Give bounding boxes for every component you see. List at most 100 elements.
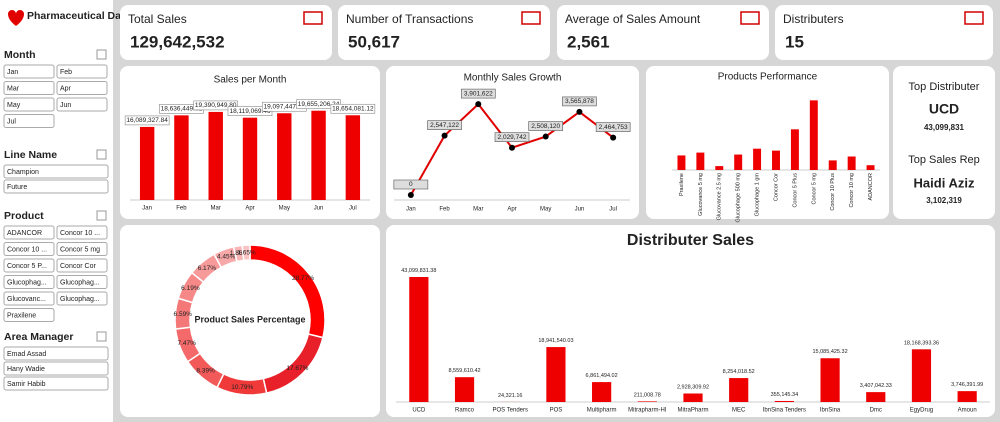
data-label: 17.67% [286,365,308,372]
data-label: 4.45% [217,254,236,261]
top-rep-value: 3,102,319 [926,196,962,205]
clear-filter-icon[interactable] [96,149,107,160]
slicer-item-label: Emad Assad [7,351,46,358]
bar [715,166,724,170]
x-tick-label: POS [550,408,563,414]
slicer-item[interactable] [56,64,108,79]
slicer-item[interactable] [3,258,55,273]
data-label-box [528,121,564,131]
slicer-item[interactable] [56,81,108,95]
clear-filter-icon[interactable] [96,49,107,60]
bar [637,401,657,402]
chart-title: Distributer Sales [627,232,754,249]
bar [809,100,818,170]
slicer-title: Month [4,49,36,61]
data-label: 2,029,742 [498,134,527,141]
slicer-item[interactable] [56,258,108,273]
slicer-item-label: Concor 10 ... [60,230,100,237]
chart-title: Sales per Month [214,75,287,86]
slicer-item[interactable] [3,242,55,256]
slicer-item[interactable] [3,179,109,194]
x-tick-label: Mar [211,206,221,212]
slicer-item-label: Glucovanc... [7,296,46,303]
x-tick-label: Concor 5 mg [811,173,817,205]
bar [866,165,875,170]
top-rep-label: Top Sales Rep [908,154,980,166]
kpi-label: Total Sales [128,12,187,26]
x-tick-label: Multipharm [587,408,617,414]
slicer-item[interactable] [3,308,55,322]
bar [696,152,705,170]
x-tick-label: Feb [439,207,450,213]
slicer-item[interactable] [3,346,109,361]
bar [677,155,686,170]
marker [509,144,515,151]
slicer-item[interactable] [56,275,108,289]
bar [242,117,258,200]
slicer-item-label: Praxilene [7,312,36,319]
data-label-box [393,179,429,190]
slicer-title: Product [4,210,44,222]
bar [847,156,856,170]
x-tick-label: EgyDrug [910,408,933,414]
heart-icon [8,10,24,26]
slicer-item-label: Glucophag... [7,279,47,286]
x-tick-label: Dmc [870,408,882,414]
x-tick-label: IbnSina [820,408,841,414]
x-tick-label: Jan [406,207,416,213]
slicer-item-label: May [7,102,21,109]
data-label: 8,559,610.42 [448,368,480,374]
slicer-item[interactable] [56,225,108,240]
data-label: 8,254,018.52 [723,369,755,375]
x-tick-label: Jul [349,206,357,212]
data-label: 7.47% [177,340,196,347]
bar [734,154,743,170]
slicer-item-label: Concor 10 ... [7,246,47,253]
data-label: 2,464,753 [599,124,628,131]
slicer-item[interactable] [3,291,55,306]
slicer-item[interactable] [3,97,55,112]
data-label-box [124,115,170,126]
slicer-item[interactable] [3,81,55,95]
bar [345,115,361,200]
x-tick-label: POS Tenders [492,408,528,414]
x-tick-label: Mar [473,207,483,213]
card [386,225,995,417]
card [338,5,550,60]
slicer-item[interactable] [3,376,109,391]
clear-filter-icon[interactable] [96,210,107,221]
slicer-item[interactable] [3,114,55,128]
slicer-item[interactable] [56,291,108,306]
slicer-item[interactable] [3,275,55,289]
slicer-item-label: Hany Wadie [7,366,45,373]
data-label: 3,901,622 [464,90,493,97]
bar [729,378,749,402]
clear-filter-icon[interactable] [96,331,107,342]
slicer-item-label: Concor Cor [60,263,96,270]
data-label-box [427,120,462,130]
bar [174,115,189,200]
bar [753,148,762,170]
slicer-item-label: Mar [7,85,20,92]
card [386,66,639,219]
data-label: 18,119,069.46 [229,108,270,115]
data-label: 6.17% [198,265,217,272]
marker [441,132,448,139]
slicer-item[interactable] [3,361,109,376]
slicer-item[interactable] [3,64,55,79]
slicer-item[interactable] [56,97,108,112]
slicer-item[interactable] [3,164,109,179]
slicer-item[interactable] [56,242,108,256]
slicer-item-label: Concor 5 P... [7,263,47,270]
card [775,5,993,60]
x-tick-label: Concor Cor [773,173,779,201]
slicer-item-label: Apr [60,85,72,92]
x-tick-label: Concor 10 Plus [830,173,836,211]
slicer-item[interactable] [3,225,55,240]
data-label: 6.19% [181,285,200,292]
data-label: 19,390,949.80 [195,102,237,109]
slicer-title: Line Name [4,149,57,161]
data-label: 8.39% [196,368,215,375]
x-tick-label: Jun [314,206,324,212]
